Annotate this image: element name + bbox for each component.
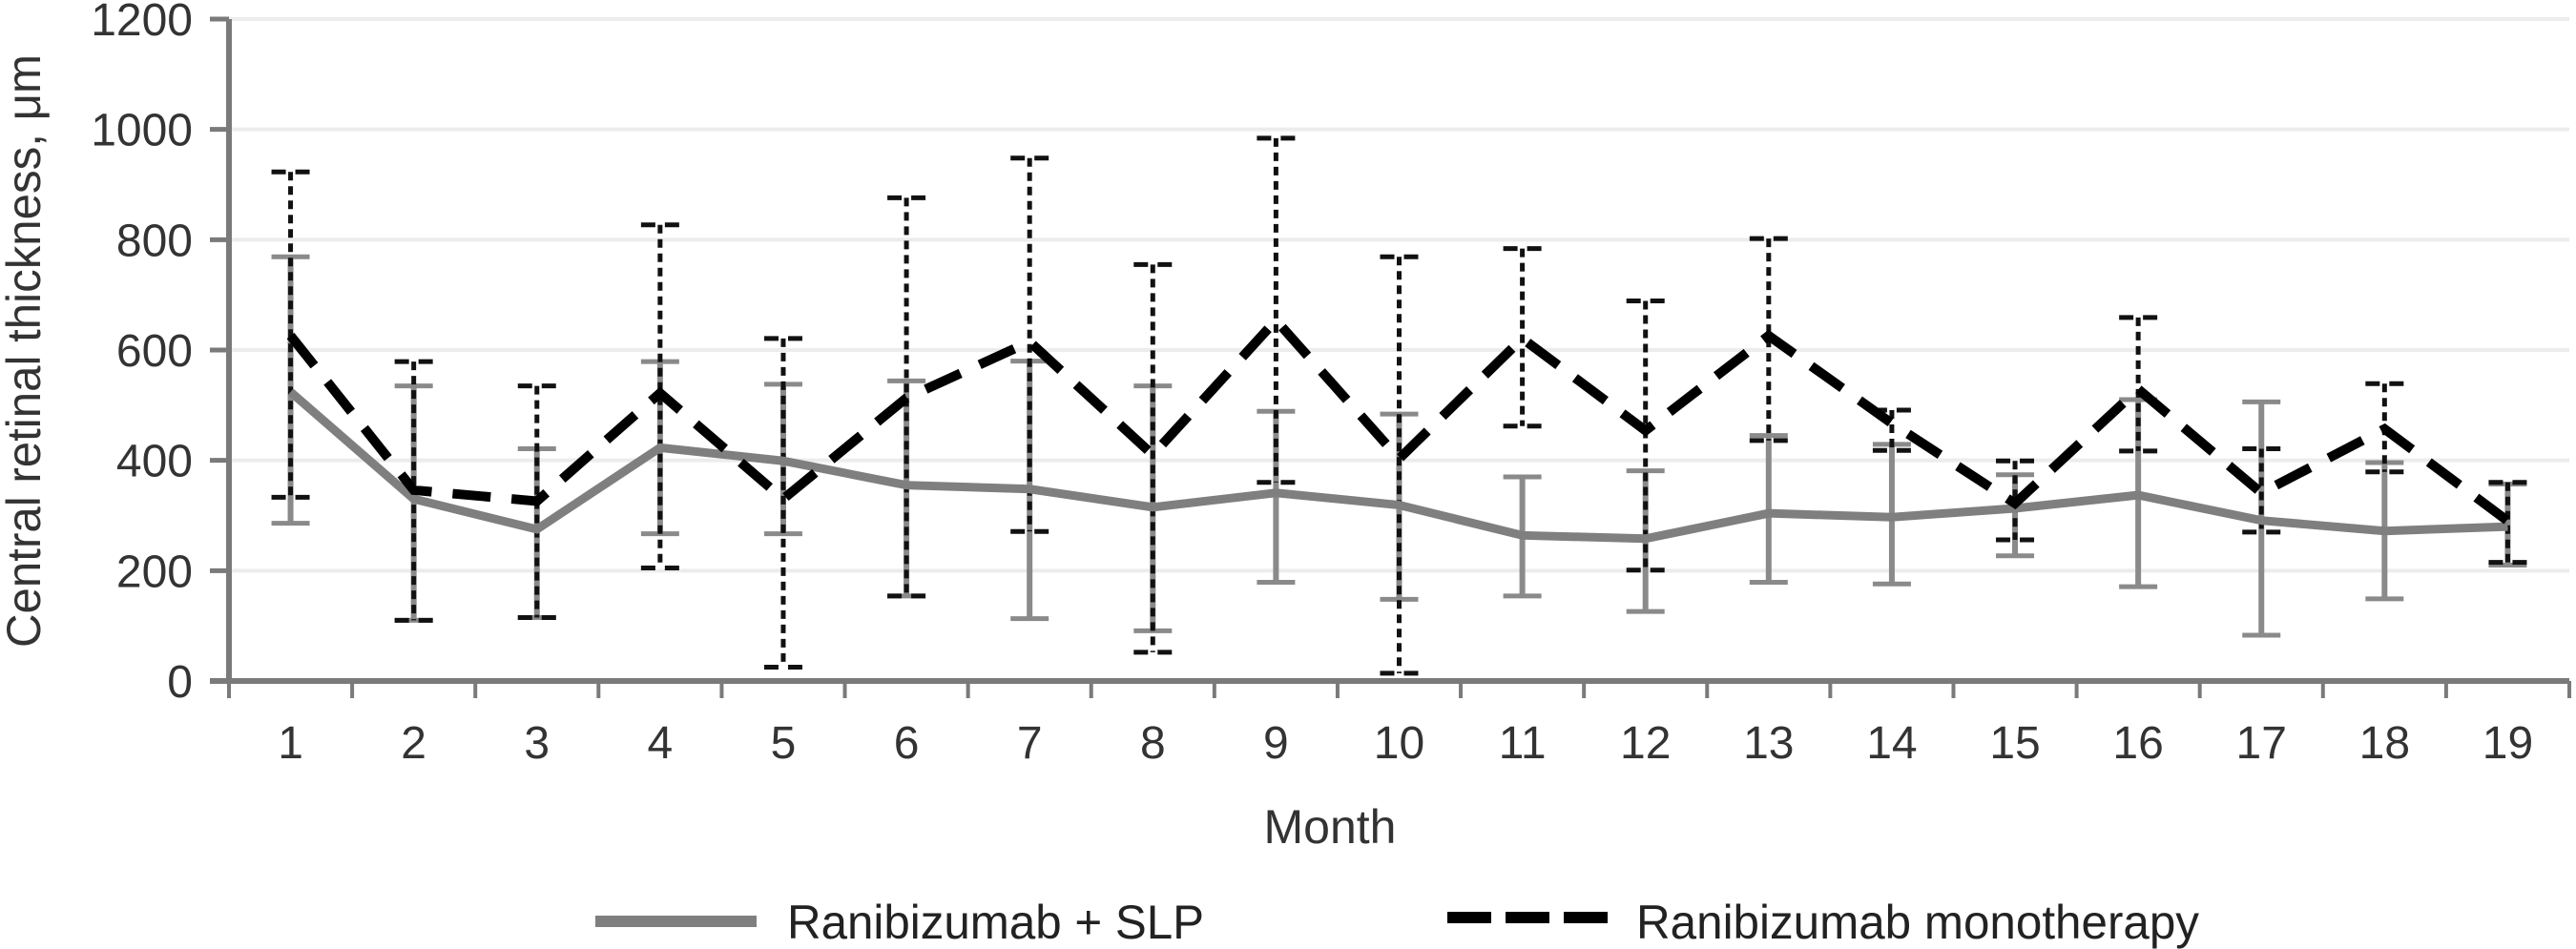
- legend-item-monotherapy: Ranibizumab monotherapy: [1447, 896, 2199, 949]
- x-tick-label: 17: [2236, 718, 2287, 769]
- series-lines: [286, 313, 2511, 544]
- error-bar: [1996, 472, 2035, 559]
- error-bar: [1996, 458, 2035, 543]
- x-tick-label: 3: [524, 718, 550, 769]
- x-tick-label: 6: [894, 718, 920, 769]
- x-tick-label: 11: [1499, 718, 1547, 769]
- y-tick-label: 1000: [91, 106, 193, 156]
- y-tick-label: 0: [167, 657, 193, 708]
- y-ticks: 0 200 400 600 800 1000 1200: [91, 0, 229, 708]
- legend-label-monotherapy: Ranibizumab monotherapy: [1636, 896, 2199, 949]
- y-tick-label: 400: [116, 437, 193, 487]
- y-tick-label: 200: [116, 547, 193, 597]
- error-bars: [271, 135, 2527, 676]
- error-bar: [1133, 261, 1173, 655]
- x-tick-label: 15: [1989, 718, 2040, 769]
- y-axis-title: Central retinal thickness, μm: [0, 54, 51, 648]
- error-bar: [271, 169, 310, 500]
- error-bar: [2488, 480, 2527, 566]
- x-tick-label: 12: [1620, 718, 1671, 769]
- x-tick-label: 5: [771, 718, 797, 769]
- x-tick-label: 10: [1374, 718, 1424, 769]
- error-bar: [2242, 446, 2281, 535]
- error-bar: [887, 195, 926, 599]
- legend-item-slp: Ranibizumab + SLP: [595, 896, 1204, 949]
- x-tick-label: 19: [2483, 718, 2533, 769]
- error-bar: [1010, 155, 1049, 534]
- y-tick-label: 800: [116, 216, 193, 266]
- y-tick-label: 1200: [91, 0, 193, 46]
- error-bar: [2119, 315, 2158, 454]
- x-tick-label: 16: [2112, 718, 2163, 769]
- error-bar: [1380, 254, 1419, 676]
- x-ticks: 1 2 3 4 5 6 7 8 9 10 11 12 13 14 15 16 17 18 19: [227, 681, 2571, 769]
- x-tick-label: 2: [401, 718, 426, 769]
- x-tick-label: 7: [1017, 718, 1043, 769]
- x-tick-label: 9: [1263, 718, 1289, 769]
- x-tick-label: 4: [648, 718, 674, 769]
- error-bar: [640, 222, 679, 570]
- legend: Ranibizumab + SLP Ranibizumab monotherap…: [595, 896, 2199, 949]
- y-tick-label: 600: [116, 326, 193, 377]
- error-bar: [1749, 433, 1788, 585]
- x-axis-title: Month: [1264, 800, 1397, 854]
- error-bar: [1257, 135, 1296, 485]
- error-bar: [763, 336, 802, 670]
- x-tick-label: 18: [2359, 718, 2410, 769]
- x-tick-label: 8: [1140, 718, 1166, 769]
- x-tick-label: 14: [1866, 718, 1917, 769]
- error-bar: [1503, 246, 1542, 429]
- x-tick-label: 13: [1743, 718, 1794, 769]
- x-tick-label: 1: [278, 718, 303, 769]
- legend-label-slp: Ranibizumab + SLP: [787, 896, 1204, 949]
